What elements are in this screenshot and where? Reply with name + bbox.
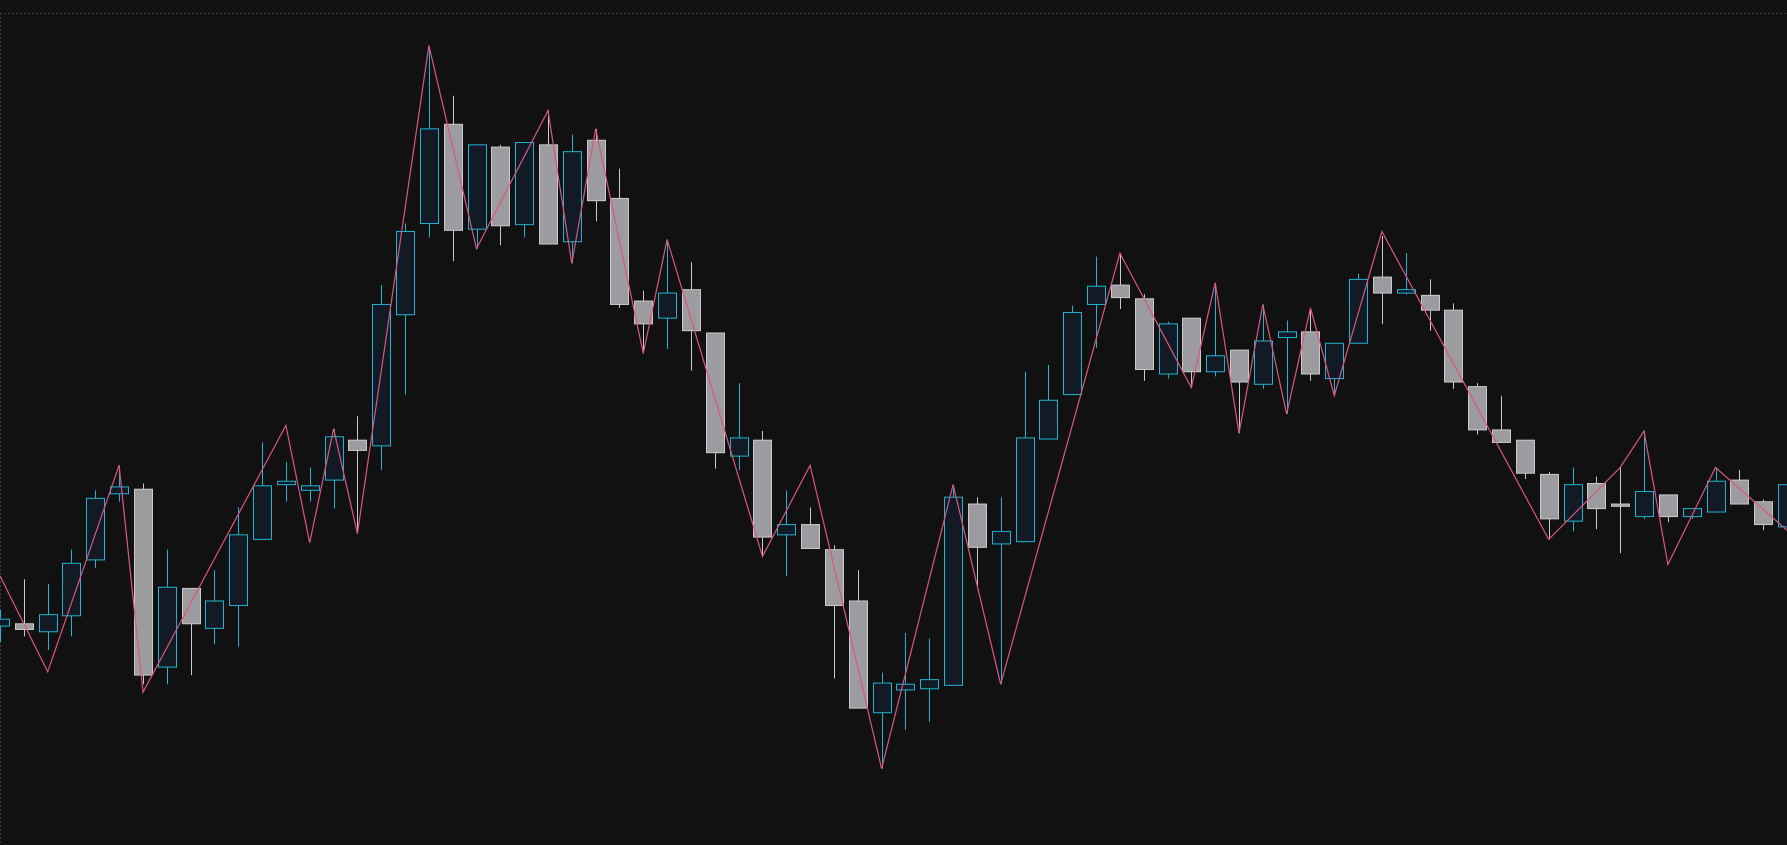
candle-body — [39, 614, 58, 633]
candle-body — [968, 503, 987, 548]
candle-body — [277, 480, 296, 486]
candle-body — [801, 524, 820, 550]
candle-body — [1754, 501, 1773, 526]
candle-body — [1635, 490, 1654, 518]
candle-body — [587, 139, 606, 202]
candle-body — [849, 600, 868, 709]
candle-body — [229, 534, 248, 607]
candle-body — [992, 530, 1011, 545]
candle-body — [1206, 355, 1225, 373]
candle-body — [253, 485, 272, 540]
candle-body — [444, 123, 463, 231]
candle-body — [682, 289, 701, 332]
candle-body — [1707, 480, 1726, 513]
candle-body — [86, 497, 105, 561]
candle-body — [182, 587, 201, 625]
candle-body — [1016, 437, 1035, 543]
candle-body — [1611, 503, 1630, 507]
candle-body — [777, 524, 796, 536]
candle-body — [539, 144, 558, 245]
candle-body — [348, 439, 367, 451]
candle-body — [825, 549, 844, 607]
candle-body — [1325, 342, 1344, 380]
candle-body — [610, 197, 629, 305]
candle-body — [1039, 399, 1058, 440]
candle-body — [491, 146, 510, 227]
candle-body — [62, 562, 81, 617]
candle-body — [920, 679, 939, 690]
candle-body — [134, 488, 153, 676]
candle-body — [515, 142, 534, 226]
candle-body — [1182, 317, 1201, 373]
candle-body — [1587, 483, 1606, 510]
candle-body — [1063, 311, 1082, 396]
candle-body — [1254, 340, 1273, 385]
candle-body — [301, 485, 320, 491]
candle-body — [205, 600, 224, 629]
candle-body — [1373, 276, 1392, 294]
candle-body — [1159, 323, 1178, 375]
candle-body — [468, 144, 487, 230]
candle-body — [396, 230, 415, 316]
zigzag-line — [0, 45, 1787, 769]
candle-body — [1659, 494, 1678, 518]
candle-body — [896, 683, 915, 691]
candle-body — [0, 618, 10, 627]
candle-body — [1540, 473, 1559, 520]
candle-body — [873, 682, 892, 714]
candle-body — [420, 128, 439, 225]
candle-body — [1230, 349, 1249, 383]
candle-body — [1564, 484, 1583, 522]
candle-body — [1135, 298, 1154, 370]
candle-body — [1278, 331, 1297, 339]
candle-body — [1111, 284, 1130, 299]
candle-body — [1397, 289, 1416, 294]
candle-body — [1301, 331, 1320, 375]
candle-body — [730, 437, 749, 457]
candle-body — [563, 151, 582, 243]
candle-body — [1730, 479, 1749, 505]
candle-body — [1444, 309, 1463, 383]
candle-body — [1683, 508, 1702, 518]
candle-body — [1421, 294, 1440, 311]
candle-body — [706, 332, 725, 454]
candle-body — [944, 496, 963, 686]
candle-body — [658, 292, 677, 319]
candle-body — [1778, 484, 1787, 528]
candle-body — [1516, 439, 1535, 474]
candle-body — [158, 586, 177, 668]
candle-body — [753, 439, 772, 538]
candle-body — [110, 486, 129, 495]
candle-body — [1087, 285, 1106, 305]
